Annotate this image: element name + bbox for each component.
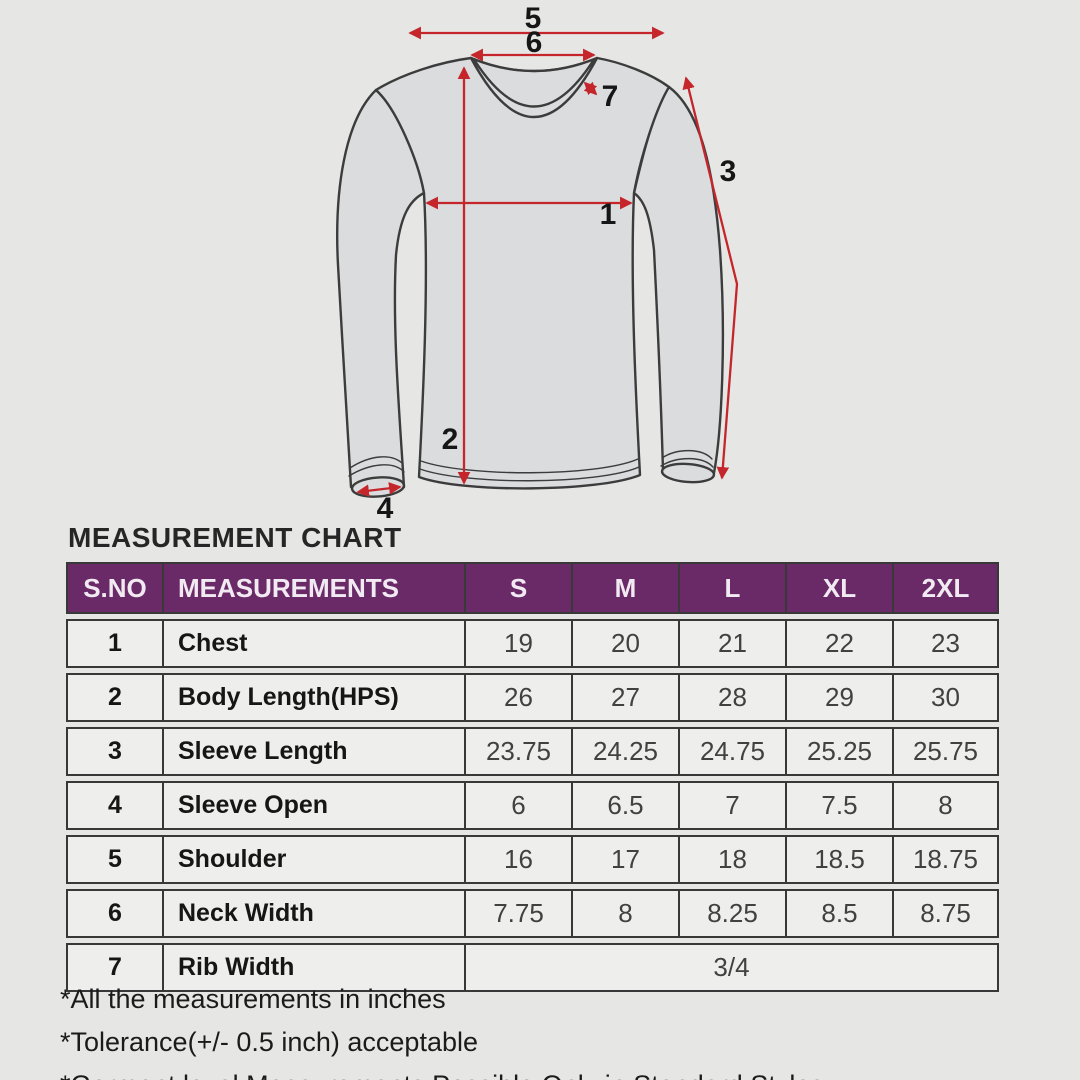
arrow-rib-width-7 [583,81,598,96]
value-l: 28 [680,673,787,722]
value-2xl: 8.75 [894,889,999,938]
row-name: Sleeve Length [164,727,466,776]
value-s: 26 [466,673,573,722]
table-header: S.NO MEASUREMENTS S M L XL 2XL [66,562,999,614]
table-row: 1 Chest 19 20 21 22 23 [66,619,999,668]
callout-5: 5 [525,2,542,35]
value-2xl: 25.75 [894,727,999,776]
value-xl: 22 [787,619,894,668]
row-name: Shoulder [164,835,466,884]
value-2xl: 8 [894,781,999,830]
value-s: 19 [466,619,573,668]
value-l: 18 [680,835,787,884]
value-2xl: 18.75 [894,835,999,884]
row-no: 3 [66,727,164,776]
value-xl: 18.5 [787,835,894,884]
value-l: 24.75 [680,727,787,776]
table-row: 3 Sleeve Length 23.75 24.25 24.75 25.25 … [66,727,999,776]
shirt-diagram: 1 2 3 4 5 6 7 [336,2,739,520]
row-no: 5 [66,835,164,884]
value-m: 20 [573,619,680,668]
col-header-m: M [573,562,680,614]
value-xl: 25.25 [787,727,894,776]
value-xl: 8.5 [787,889,894,938]
table-row: 2 Body Length(HPS) 26 27 28 29 30 [66,673,999,722]
row-no: 1 [66,619,164,668]
value-all-sizes: 3/4 [466,943,999,992]
table-row: 6 Neck Width 7.75 8 8.25 8.5 8.75 [66,889,999,938]
callout-6: 6 [526,26,543,59]
row-no: 4 [66,781,164,830]
value-m: 17 [573,835,680,884]
row-name: Neck Width [164,889,466,938]
row-name: Rib Width [164,943,466,992]
table-row: 5 Shoulder 16 17 18 18.5 18.75 [66,835,999,884]
col-header-s: S [466,562,573,614]
value-s: 6 [466,781,573,830]
col-header-2xl: 2XL [894,562,999,614]
callout-3: 3 [720,155,737,188]
col-header-sno: S.NO [66,562,164,614]
arrow-sleeve-open-4 [356,482,402,497]
row-no: 6 [66,889,164,938]
row-name: Sleeve Open [164,781,466,830]
measurement-table: S.NO MEASUREMENTS S M L XL 2XL 1 Chest 1… [66,557,999,997]
value-s: 16 [466,835,573,884]
value-2xl: 23 [894,619,999,668]
value-xl: 29 [787,673,894,722]
footnote-units: *All the measurements in inches [60,984,446,1014]
row-name: Chest [164,619,466,668]
value-l: 21 [680,619,787,668]
callout-4: 4 [377,492,394,520]
footnote-tolerance: *Tolerance(+/- 0.5 inch) acceptable [60,1027,478,1057]
value-xl: 7.5 [787,781,894,830]
value-m: 8 [573,889,680,938]
callout-7: 7 [602,80,619,113]
arrow-sleeve-length-3 [682,76,739,480]
col-header-l: L [680,562,787,614]
table-row-merged: 7 Rib Width 3/4 [66,943,999,992]
row-name: Body Length(HPS) [164,673,466,722]
value-l: 8.25 [680,889,787,938]
value-s: 7.75 [466,889,573,938]
callout-1: 1 [600,198,617,231]
value-m: 27 [573,673,680,722]
footnote-clipped: *Garment level Measurements Possible Onl… [60,1070,824,1080]
col-header-xl: XL [787,562,894,614]
measurement-arrows [356,26,739,497]
row-no: 2 [66,673,164,722]
shirt-body [374,56,671,490]
value-2xl: 30 [894,673,999,722]
value-m: 6.5 [573,781,680,830]
value-s: 23.75 [466,727,573,776]
callout-2: 2 [442,423,459,456]
row-no: 7 [66,943,164,992]
header-row: S.NO MEASUREMENTS S M L XL 2XL [66,562,999,614]
col-header-measurements: MEASUREMENTS [164,562,466,614]
table-row: 4 Sleeve Open 6 6.5 7 7.5 8 [66,781,999,830]
value-l: 7 [680,781,787,830]
value-m: 24.25 [573,727,680,776]
section-title: MEASUREMENT CHART [68,522,402,553]
callout-numbers: 1 2 3 4 5 6 7 [377,2,737,520]
